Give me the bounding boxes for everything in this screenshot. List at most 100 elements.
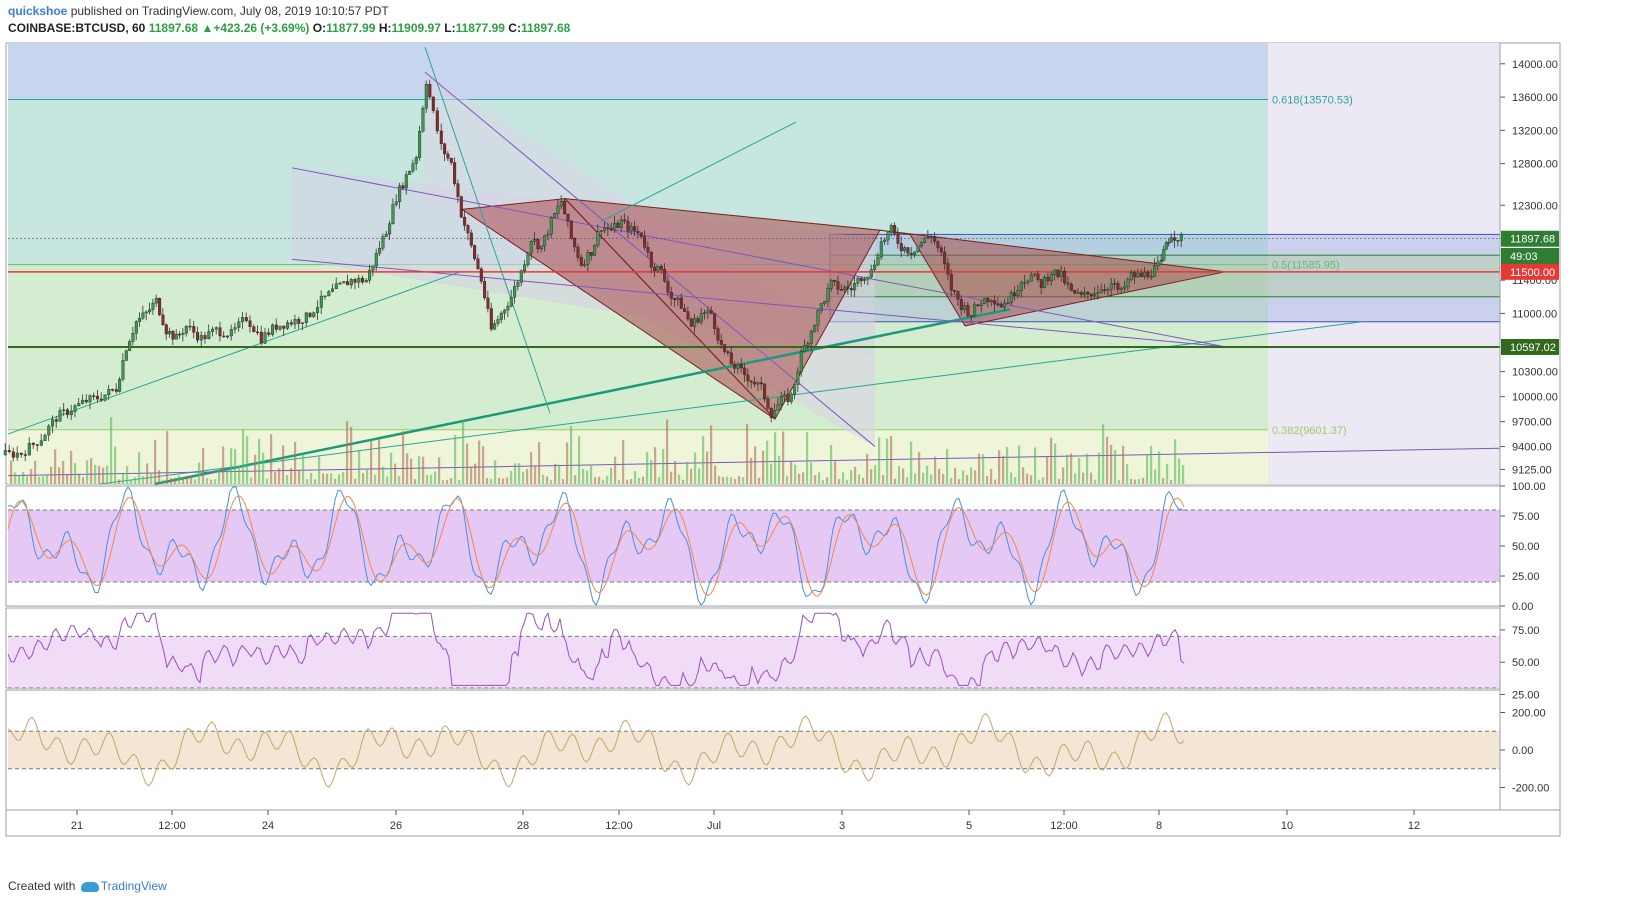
volume-bar [1138,478,1141,484]
volume-bar [258,438,261,484]
volume-bar [414,479,417,484]
volume-bar [38,476,41,484]
time-tick-label: 21 [71,820,83,832]
volume-bar [998,450,1001,484]
candle-body [1059,270,1063,277]
stoch-axis[interactable]: 100.00 75.00 50.00 25.00 0.00 [1500,481,1546,613]
candle-body [31,442,35,445]
candle-body [879,241,883,258]
candle-body [3,450,7,456]
candle-body [876,256,880,266]
candle-body [1119,287,1123,290]
candle-body [579,257,583,266]
candle-body [214,327,218,330]
volume-bar [610,467,613,484]
candle-body [323,295,327,298]
rsi-axis[interactable]: 75.00 50.00 25.00 [1500,625,1540,702]
volume-bar [850,469,853,484]
time-axis[interactable]: 21 12:00 24 26 28 12:00 Jul 3 5 12:00 8 10 12 [71,810,1420,832]
candle-body [1116,283,1120,290]
candle-body [1023,281,1027,284]
future-zone [1268,43,1500,484]
candle-body [222,335,226,338]
candle-body [184,325,188,334]
volume-bar [862,477,865,484]
candle-body [823,301,827,304]
candle-body [188,325,192,328]
channel-line [291,258,1226,348]
volume-bar [830,445,833,484]
candle-body [639,232,643,237]
volume-bar [594,477,597,484]
candle-body [969,315,973,317]
volume-bar [814,475,817,484]
candle-body [463,216,467,226]
volume-bar [334,478,337,484]
volume-bar [718,476,721,484]
volume-bar [1046,456,1049,484]
volume-bar [462,420,465,484]
candle-body [124,350,128,361]
fib-level-label: 0.618(13570.53) [1272,95,1353,107]
candle-body [519,270,523,283]
candle-body [783,394,787,397]
channel-line [291,167,1226,348]
candle-body [703,312,707,314]
candle-body [606,227,610,230]
candle-body [449,157,453,163]
candle-body [1133,272,1137,278]
candle-body [256,331,260,334]
volume-bar [622,440,625,484]
cci-pane [7,711,1500,789]
time-tick-label: 12:00 [1050,820,1078,832]
candle-body [736,364,740,369]
candle-body [859,277,863,281]
volume-bar [742,477,745,484]
candle-body [368,269,372,281]
candle-body [411,163,415,172]
volume-bar [934,456,937,484]
price-change: +423.26 (+3.69%) [213,21,310,35]
volume-bar [190,476,193,484]
fib-level-label: 0.5(11585.95) [1272,260,1340,272]
cci-axis[interactable]: 200.00 0.00 -200.00 [1500,708,1549,795]
candle-body [693,318,697,327]
volume-bar [254,454,257,484]
candle-body [709,310,713,314]
volume-bar [314,479,317,484]
volume-bar [878,437,881,484]
volume-bar [58,467,61,484]
price-axis-frame [1499,42,1561,811]
candle-body [716,328,720,341]
candle-body [1046,276,1050,282]
osc-tick-label: 50.00 [1512,657,1540,669]
volume-bar [322,473,325,484]
candle-body [274,324,278,330]
candle-body [353,279,357,283]
volume-bar [666,419,669,484]
ohlc-legend: COINBASE:BTCUSD, 60 11897.68 ▲+423.26 (+… [8,21,570,35]
candle-body [536,239,540,250]
candle-body [1056,269,1060,277]
candle-body [999,304,1003,308]
candle-body [218,327,222,337]
candle-body [1013,292,1017,296]
volume-bar [310,472,313,484]
candle-body [414,157,418,164]
volume-bar [578,436,581,484]
volume-bar [946,448,949,484]
volume-bar [810,462,813,484]
publisher-name[interactable]: quickshoe [8,4,68,18]
tradingview-link[interactable]: TradingView [100,879,167,893]
candle-body [378,248,382,254]
volume-bar [278,468,281,484]
volume-bar [154,439,157,484]
volume-bar [114,446,117,484]
volume-bar [486,477,489,484]
candle-body [806,343,810,346]
candle-body [756,382,760,385]
volume-bar [402,431,405,484]
candle-body [388,223,392,235]
osc-tick-label: 0.00 [1512,745,1533,757]
